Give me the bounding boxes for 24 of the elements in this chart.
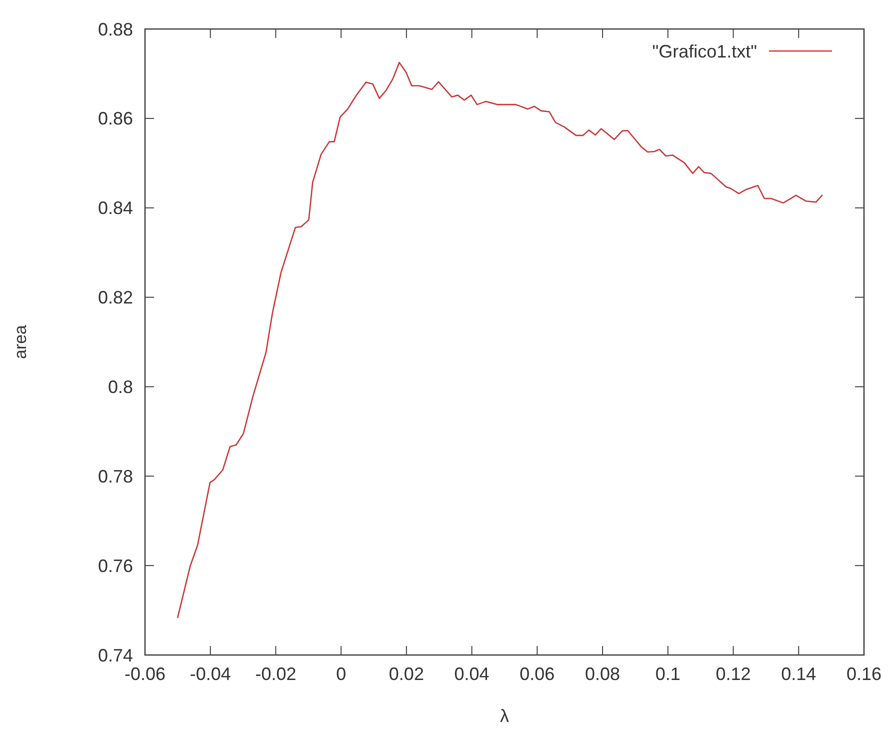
- x-tick-label: 0.02: [388, 664, 424, 684]
- x-axis-title: λ: [500, 706, 509, 726]
- y-tick-label: 0.82: [98, 288, 133, 308]
- y-tick-label: 0.88: [98, 19, 133, 40]
- y-tick-label: 0.76: [98, 556, 133, 576]
- legend-label: "Grafico1.txt": [652, 41, 757, 62]
- x-tick-label: 0.08: [585, 664, 620, 684]
- x-tick-label: 0: [336, 664, 346, 684]
- y-tick-label: 0.74: [98, 645, 133, 666]
- x-tick-label: 0.06: [520, 664, 555, 684]
- x-tick-label: 0.14: [781, 664, 816, 684]
- x-tick-label: 0.04: [454, 664, 490, 684]
- x-tick-label: 0.12: [716, 664, 751, 684]
- y-tick-label: 0.78: [98, 466, 133, 486]
- y-tick-label: 0.8: [108, 377, 133, 398]
- line-series: [177, 62, 823, 618]
- x-tick-label: 0.16: [846, 664, 882, 684]
- y-tick-label: 0.86: [98, 108, 133, 129]
- x-tick-label: -0.02: [255, 664, 296, 684]
- y-axis-title: area: [11, 324, 30, 360]
- x-tick-label: 0.1: [655, 664, 680, 684]
- x-tick-label: -0.06: [124, 664, 166, 684]
- y-tick-label: 0.84: [98, 198, 133, 218]
- x-tick-label: -0.04: [190, 664, 231, 684]
